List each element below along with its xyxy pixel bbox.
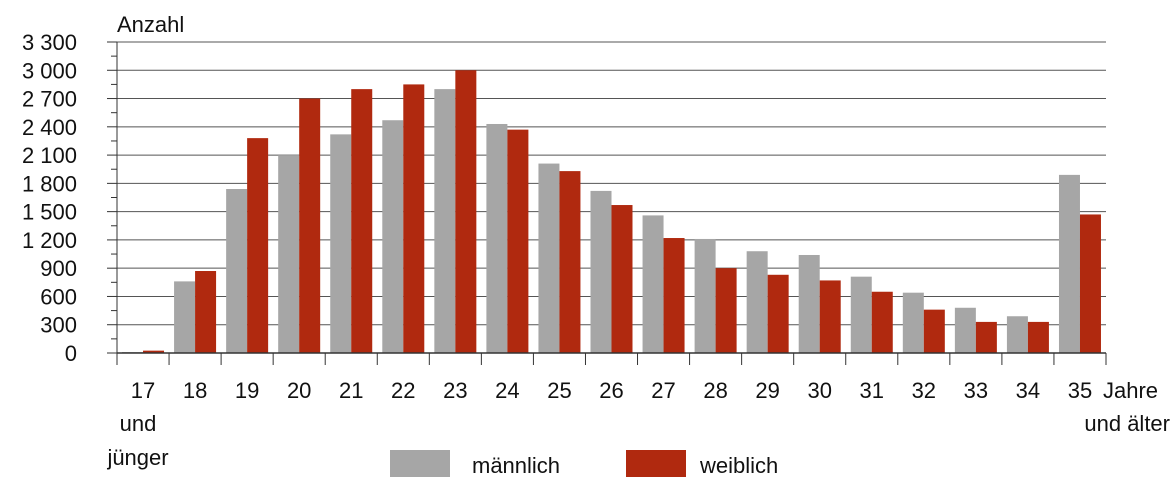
legend-label-maennlich: männlich xyxy=(472,453,560,477)
legend-swatch-weiblich xyxy=(626,450,686,477)
bar-weiblich-33 xyxy=(975,321,997,353)
bar-maennlich-22 xyxy=(382,120,404,353)
x-tick-label: 25 xyxy=(547,378,571,403)
y-axis-title: Anzahl xyxy=(117,12,184,37)
bar-weiblich-26 xyxy=(611,205,633,353)
y-tick-label: 900 xyxy=(40,256,77,281)
bar-maennlich-32 xyxy=(902,292,924,353)
y-tick-label: 0 xyxy=(65,341,77,366)
x-tick-label: 21 xyxy=(339,378,363,403)
y-tick-label: 2 400 xyxy=(22,115,77,140)
x-tick-label: 32 xyxy=(912,378,936,403)
bar-weiblich-35 xyxy=(1079,214,1101,353)
x-tick-label: 35 xyxy=(1068,378,1092,403)
bar-maennlich-18 xyxy=(174,281,196,353)
bar-weiblich-22 xyxy=(403,84,425,353)
bar-weiblich-17 xyxy=(143,350,165,353)
x-tick-label: 28 xyxy=(703,378,727,403)
bar-maennlich-34 xyxy=(1006,316,1028,353)
x-tick-label: 27 xyxy=(651,378,675,403)
bar-weiblich-30 xyxy=(819,280,841,353)
x-tick-label: 31 xyxy=(860,378,884,403)
x-tick-sublabel: jünger xyxy=(106,445,168,470)
y-tick-label: 3 000 xyxy=(22,58,77,83)
bar-maennlich-19 xyxy=(226,189,248,353)
bar-weiblich-25 xyxy=(559,171,581,353)
bar-weiblich-23 xyxy=(455,70,477,353)
bars xyxy=(122,70,1101,353)
x-tick-label: 20 xyxy=(287,378,311,403)
legend-swatch-maennlich xyxy=(390,450,450,477)
y-tick-label: 3 300 xyxy=(22,30,77,55)
bar-weiblich-34 xyxy=(1027,321,1049,353)
x-tick-label: 30 xyxy=(807,378,831,403)
legend: männlich weiblich xyxy=(390,450,778,477)
bar-weiblich-27 xyxy=(663,238,685,353)
x-tick-label: 19 xyxy=(235,378,259,403)
bar-weiblich-24 xyxy=(507,129,529,353)
x-tick-label: 33 xyxy=(964,378,988,403)
x-tick-label: 18 xyxy=(183,378,207,403)
y-tick-label: 1 800 xyxy=(22,171,77,196)
x-tick-sublabel: und älter xyxy=(1084,411,1170,436)
labels: 0 300 600 900 1 200 1 500 1 800 2 100 2 400 2 700… xyxy=(22,30,1170,470)
bar-maennlich-29 xyxy=(746,251,768,353)
bar-weiblich-18 xyxy=(195,271,217,353)
y-tick-label: 2 700 xyxy=(22,87,77,112)
x-tick-label: 24 xyxy=(495,378,519,403)
bar-maennlich-27 xyxy=(642,215,664,353)
bar-weiblich-21 xyxy=(351,89,373,353)
bar-maennlich-28 xyxy=(694,238,716,353)
bar-maennlich-35 xyxy=(1058,174,1080,353)
y-tick-label: 1 200 xyxy=(22,228,77,253)
y-tick-label: 1 500 xyxy=(22,200,77,225)
y-tick-label: 300 xyxy=(40,313,77,338)
bar-maennlich-30 xyxy=(798,254,820,353)
bar-maennlich-20 xyxy=(278,155,300,353)
x-tick-label: 26 xyxy=(599,378,623,403)
x-tick-sublabel: und xyxy=(120,411,157,436)
bar-maennlich-24 xyxy=(486,123,508,353)
bar-weiblich-32 xyxy=(923,309,945,353)
bar-maennlich-23 xyxy=(434,89,456,353)
y-tick-label: 600 xyxy=(40,284,77,309)
bar-weiblich-29 xyxy=(767,274,789,353)
x-tick-label: 22 xyxy=(391,378,415,403)
y-tick-label: 2 100 xyxy=(22,143,77,168)
legend-label-weiblich: weiblich xyxy=(699,453,778,477)
x-tick-label: 23 xyxy=(443,378,467,403)
x-tick-label: 17 xyxy=(131,378,155,403)
bar-maennlich-33 xyxy=(954,307,976,353)
bar-weiblich-19 xyxy=(247,138,269,353)
bar-weiblich-20 xyxy=(299,98,321,353)
bar-weiblich-28 xyxy=(715,268,737,353)
bar-maennlich-21 xyxy=(330,134,352,353)
bar-weiblich-31 xyxy=(871,291,893,353)
x-tick-sublabel: Jahre xyxy=(1103,378,1158,403)
axes xyxy=(107,41,1107,365)
bar-maennlich-31 xyxy=(850,276,872,353)
bar-maennlich-26 xyxy=(590,190,612,353)
x-tick-label: 34 xyxy=(1016,378,1040,403)
x-tick-label: 29 xyxy=(755,378,779,403)
bar-maennlich-25 xyxy=(538,163,560,353)
